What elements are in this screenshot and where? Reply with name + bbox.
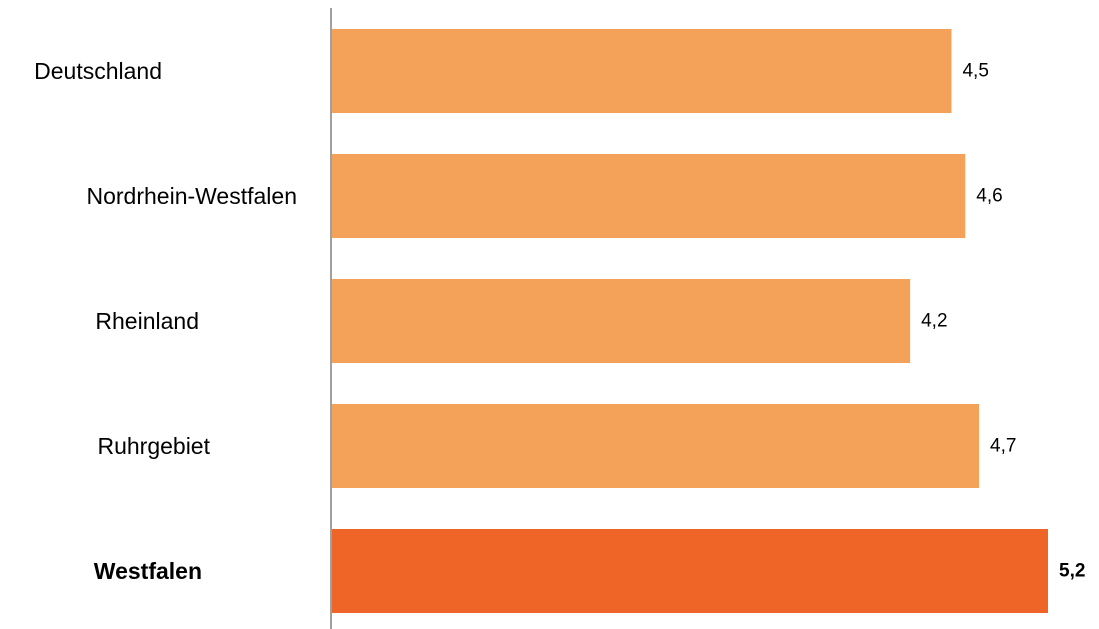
category-label: Nordrhein-Westfalen (86, 183, 297, 209)
value-label: 4,7 (990, 436, 1016, 457)
category-label: Deutschland (34, 58, 162, 84)
value-label: 4,2 (921, 311, 947, 332)
category-label: Westfalen (94, 558, 202, 584)
value-label: 4,5 (962, 61, 988, 82)
bar-nordrhein-westfalen (332, 154, 966, 238)
value-label: 5,2 (1059, 561, 1085, 582)
bar-westfalen (332, 529, 1048, 613)
category-label: Rheinland (95, 308, 199, 334)
bar-ruhrgebiet (332, 404, 980, 488)
bar-rheinland (332, 279, 911, 363)
bar-deutschland (332, 29, 952, 113)
value-label: 4,6 (976, 186, 1002, 207)
category-label: Ruhrgebiet (97, 433, 210, 459)
